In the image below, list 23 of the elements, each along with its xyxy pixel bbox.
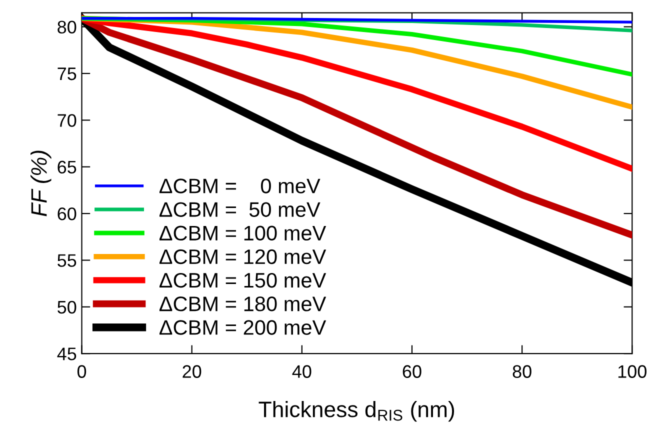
legend-label: ΔCBM = 100 meV <box>159 226 326 241</box>
legend-label: ΔCBM = 120 meV <box>159 249 326 264</box>
y-tick-label: 50 <box>58 300 76 314</box>
x-tick-label: 80 <box>512 365 532 378</box>
y-tick-label: 75 <box>58 68 76 80</box>
y-tick-label: 70 <box>58 114 76 127</box>
x-tick-label: 0 <box>77 365 86 378</box>
y-axis-title: FF (%) <box>30 150 52 216</box>
y-tick-label: 65 <box>58 160 76 174</box>
x-axis-title: Thickness d$_{RIS}$ (nm) <box>258 400 454 422</box>
y-tick-label: 80 <box>58 20 76 34</box>
x-tick-label: 60 <box>402 365 422 378</box>
legend-label: ΔCBM = 0 meV <box>159 178 320 194</box>
x-tick-label: 20 <box>182 365 202 378</box>
y-tick-label: 55 <box>58 254 76 267</box>
legend-label: ΔCBM = 150 meV <box>159 272 326 288</box>
y-tick-label: 45 <box>57 348 76 360</box>
legend-label: ΔCBM = 50 meV <box>159 202 320 217</box>
legend-label: ΔCBM = 180 meV <box>159 296 326 312</box>
x-tick-label: 40 <box>292 365 312 378</box>
legend-label: ΔCBM = 200 meV <box>159 320 326 335</box>
y-tick-label: 60 <box>58 207 76 220</box>
x-tick-label: 100 <box>618 365 646 378</box>
